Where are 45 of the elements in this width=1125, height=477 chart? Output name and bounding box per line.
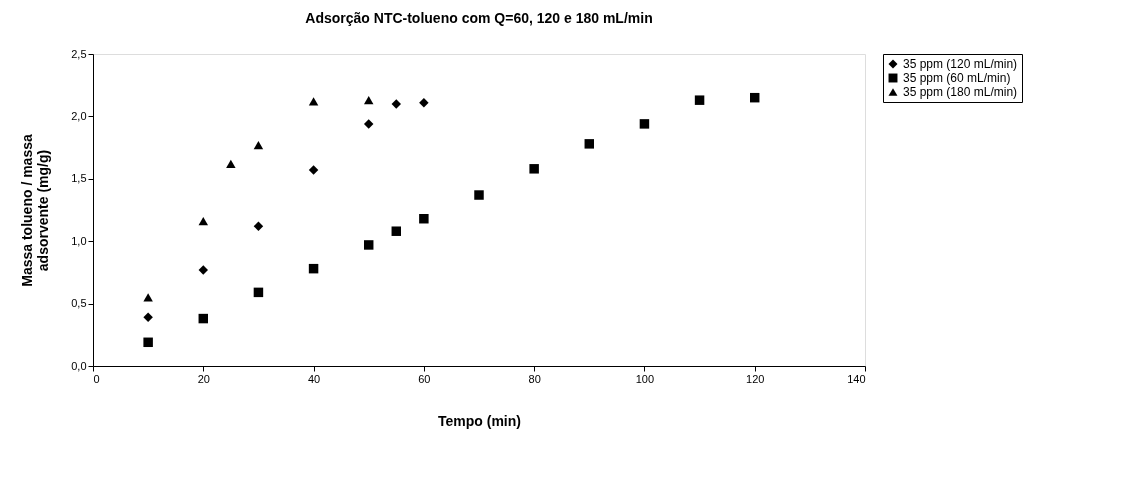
x-tick-label: 140 xyxy=(847,372,866,385)
x-tick-label: 40 xyxy=(307,372,321,385)
point xyxy=(198,313,209,324)
x-tick-label: 60 xyxy=(418,372,431,385)
point xyxy=(363,240,374,250)
point xyxy=(143,337,153,348)
x-tick-label: 100 xyxy=(635,372,655,385)
point xyxy=(143,312,153,323)
point xyxy=(391,99,402,109)
point xyxy=(253,287,264,298)
point xyxy=(639,119,650,129)
y-tick-label: 0,5 xyxy=(71,297,87,310)
y-tick-label: 0,0 xyxy=(71,359,87,372)
y-tick-label: 1,0 xyxy=(71,234,87,247)
point xyxy=(363,119,374,129)
point xyxy=(198,265,209,275)
point xyxy=(474,190,484,200)
legend-label: 35 ppm (120 mL/min) xyxy=(903,57,1018,71)
x-tick-label: 20 xyxy=(197,372,210,385)
point xyxy=(419,97,429,108)
point xyxy=(529,164,539,174)
point xyxy=(308,263,319,274)
point xyxy=(308,165,319,175)
point xyxy=(584,139,595,149)
legend-label: 35 ppm (60 mL/min) xyxy=(903,71,1011,85)
x-tick-label: 80 xyxy=(528,372,541,385)
chart-title: Adsorção NTC-tolueno com Q=60, 120 e 180 mL/min xyxy=(305,10,653,26)
x-tick-label: 120 xyxy=(746,372,765,385)
point xyxy=(226,159,236,168)
point xyxy=(391,226,402,236)
y-tick-label: 2,5 xyxy=(71,47,87,60)
y-tick-label: 2,0 xyxy=(71,109,87,122)
point xyxy=(253,141,264,150)
y-tick-label: 1,5 xyxy=(71,172,87,185)
point xyxy=(694,95,705,105)
point xyxy=(749,92,760,103)
y-axis-title: Massa tolueno / massa adsorvente (mg/g) xyxy=(19,134,52,287)
point xyxy=(198,217,209,226)
point xyxy=(363,96,374,105)
legend-label: 35 ppm (180 mL/min) xyxy=(903,85,1018,99)
point xyxy=(308,97,319,106)
x-axis-title: Tempo (min) xyxy=(438,412,521,429)
x-tick-label: 0 xyxy=(93,372,100,385)
point xyxy=(253,221,264,231)
point xyxy=(419,213,429,224)
